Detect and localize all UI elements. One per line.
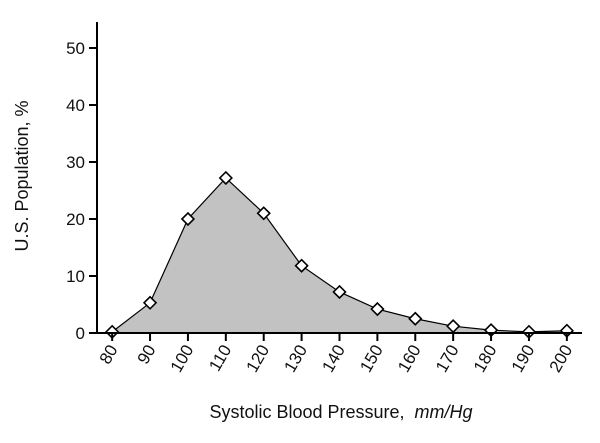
y-tick-label-0: 0 xyxy=(76,324,85,343)
x-tick-label-140: 140 xyxy=(318,342,349,376)
y-axis: 0 10 20 30 40 50 xyxy=(66,22,98,343)
y-tick-label-30: 30 xyxy=(66,153,85,172)
x-axis-label-main: Systolic Blood Pressure, xyxy=(209,402,404,422)
x-tick-label-110: 110 xyxy=(205,342,235,375)
series-area xyxy=(112,177,567,333)
x-tick-label-80: 80 xyxy=(96,342,122,368)
x-tick-label-90: 90 xyxy=(134,342,160,368)
x-tick-label-190: 190 xyxy=(508,342,539,376)
x-tick-label-200: 200 xyxy=(546,342,577,376)
data-point-150 xyxy=(370,301,385,317)
plot-area xyxy=(105,170,574,339)
x-tick-label-160: 160 xyxy=(394,342,425,376)
x-axis-label-unit: mm/Hg xyxy=(415,402,473,422)
y-axis-label: U.S. Population, % xyxy=(12,100,32,251)
data-point-90 xyxy=(142,295,158,310)
x-tick-label-130: 130 xyxy=(280,342,311,376)
y-tick-label-20: 20 xyxy=(66,210,85,229)
x-tick-label-150: 150 xyxy=(356,342,387,376)
data-point-120 xyxy=(256,206,271,221)
x-tick-label-170: 170 xyxy=(432,342,463,376)
x-tick-label-180: 180 xyxy=(470,342,501,376)
x-tick-label-100: 100 xyxy=(167,342,198,376)
y-tick-label-40: 40 xyxy=(66,96,85,115)
y-tick-label-10: 10 xyxy=(66,267,85,286)
x-axis: 80 90 100 110 120 130 140 150 160 170 180 190 200 xyxy=(96,332,582,376)
y-tick-label-50: 50 xyxy=(66,39,85,58)
data-point-110 xyxy=(218,170,233,186)
x-axis-label: Systolic Blood Pressure, mm/Hg xyxy=(209,402,472,422)
data-point-130 xyxy=(294,258,309,273)
data-point-140 xyxy=(332,284,347,300)
x-tick-label-120: 120 xyxy=(243,342,274,376)
data-point-160 xyxy=(408,311,423,326)
data-point-100 xyxy=(180,211,196,227)
